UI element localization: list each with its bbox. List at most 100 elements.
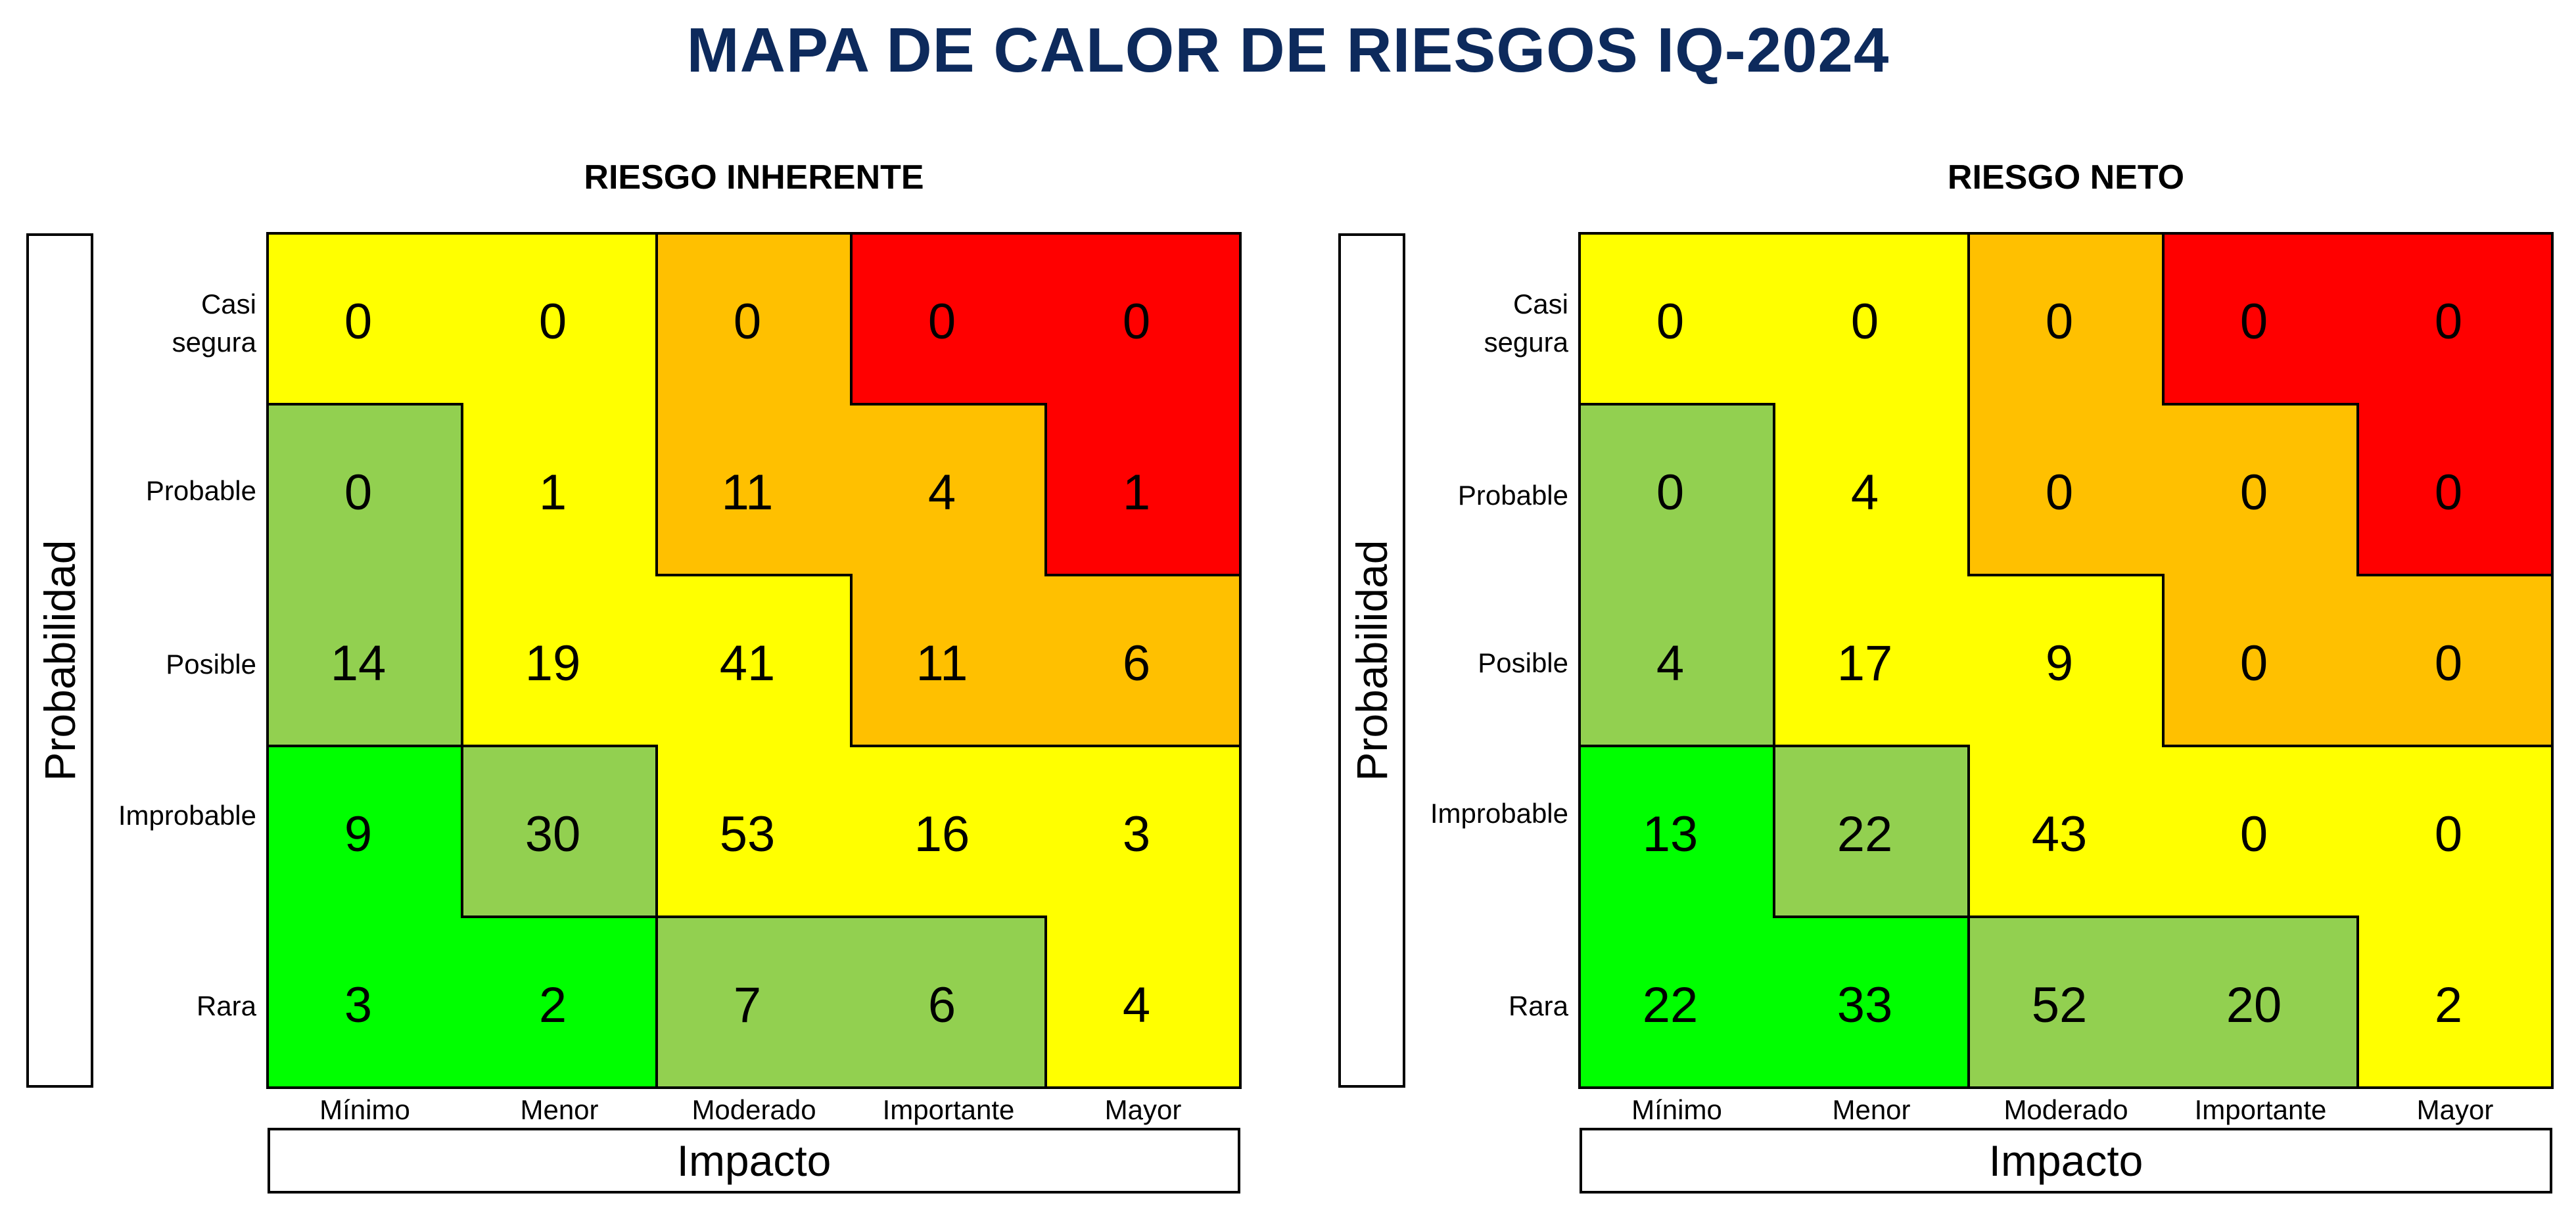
heatmap-cell-rara-menor — [462, 917, 657, 1088]
heatmap-cell-casi-segura-mayor — [1046, 233, 1241, 405]
cell-value-probable-mayor: 1 — [1123, 465, 1150, 521]
row-label-casi-segura: Casi segura — [172, 289, 256, 358]
heatmap-border — [1578, 232, 2554, 1089]
row-label-probable: Probable — [145, 475, 256, 506]
heatmap-cell-posible-importante — [851, 575, 1046, 747]
cell-value-rara-menor: 33 — [1837, 977, 1893, 1033]
heatmap-cell-improbable-importante — [851, 746, 1046, 917]
cell-value-probable-menor: 4 — [1851, 465, 1879, 521]
cell-value-probable-minimo: 0 — [344, 465, 372, 521]
col-label-moderado: Moderado — [691, 1094, 816, 1125]
row-label-rara: Rara — [1508, 990, 1568, 1021]
cell-value-rara-minimo: 22 — [1643, 977, 1698, 1033]
heatmap-cell-probable-moderado — [1969, 404, 2164, 576]
heatmap-cell-casi-segura-importante — [851, 233, 1046, 405]
heatmap-cell-rara-mayor — [2358, 917, 2553, 1088]
col-label-minimo: Mínimo — [1631, 1094, 1722, 1125]
cell-value-improbable-mayor: 0 — [2435, 806, 2462, 862]
cell-value-improbable-importante: 0 — [2240, 806, 2268, 862]
x-axis-label: Impacto — [1580, 1128, 2552, 1194]
cell-value-improbable-menor: 22 — [1837, 806, 1893, 862]
cell-value-probable-moderado: 0 — [2046, 465, 2073, 521]
cell-value-casi-segura-mayor: 0 — [1123, 294, 1150, 350]
heatmap-cell-improbable-mayor — [1046, 746, 1241, 917]
heatmap-cell-probable-importante — [2163, 404, 2358, 576]
x-axis-label: Impacto — [268, 1128, 1240, 1194]
heatmap-panel-neto: RIESGO NETO Probabilidad Casi segura Prob… — [1312, 0, 2576, 1229]
heatmap-cell-probable-mayor — [1046, 404, 1241, 576]
heatmap-cell-improbable-menor — [462, 746, 657, 917]
y-axis-box: Probabilidad — [26, 233, 93, 1088]
col-label-mayor: Mayor — [1104, 1094, 1182, 1125]
heatmap-cell-probable-minimo — [1580, 404, 1775, 576]
heatmap-cell-probable-mayor — [2358, 404, 2553, 576]
heatmap-cell-improbable-minimo — [1580, 746, 1775, 917]
heatmap-panel-inherente: RIESGO INHERENTE Probabilidad Casi segura… — [26, 158, 1242, 1194]
col-label-importante: Importante — [882, 1094, 1015, 1125]
y-axis-box: Probabilidad — [1338, 233, 1405, 1088]
cell-value-improbable-minimo: 9 — [344, 806, 372, 862]
cell-value-probable-minimo: 0 — [1656, 465, 1684, 521]
cell-value-casi-segura-menor: 0 — [539, 294, 567, 350]
cell-value-posible-menor: 19 — [525, 636, 581, 691]
heatmap-cell-rara-moderado — [1969, 917, 2164, 1088]
row-label-probable: Probable — [1457, 480, 1568, 511]
heatmap-cell-casi-segura-moderado — [657, 233, 852, 405]
heatmap-cell-probable-importante — [851, 404, 1046, 576]
heatmap-cell-casi-segura-menor — [462, 233, 657, 405]
cell-value-rara-mayor: 2 — [2435, 977, 2462, 1033]
heatmap-cell-posible-mayor — [2358, 575, 2553, 747]
chart-title-neto: RIESGO NETO — [1947, 158, 2185, 197]
row-label-casi-segura: Casi segura — [1484, 289, 1568, 358]
heatmap-cell-rara-mayor — [1046, 917, 1241, 1088]
heatmap-cell-posible-menor — [1774, 575, 1969, 747]
cell-value-posible-importante: 0 — [2240, 636, 2268, 691]
cell-value-posible-importante: 11 — [916, 636, 968, 691]
cell-value-rara-moderado: 7 — [734, 977, 761, 1033]
col-label-mayor: Mayor — [2416, 1094, 2494, 1125]
cell-value-rara-menor: 2 — [539, 977, 567, 1033]
heatmap-cell-posible-minimo — [1580, 575, 1775, 747]
cell-value-improbable-importante: 16 — [914, 806, 970, 862]
heatmap-border — [266, 232, 1242, 1089]
cell-value-probable-menor: 1 — [539, 465, 567, 521]
heatmap-cell-rara-importante — [851, 917, 1046, 1088]
cell-value-rara-minimo: 3 — [344, 977, 372, 1033]
heatmap-cell-rara-menor — [1774, 917, 1969, 1088]
heatmap-cell-improbable-minimo — [268, 746, 463, 917]
heatmap-cell-casi-segura-minimo — [268, 233, 463, 405]
cell-value-rara-importante: 6 — [928, 977, 956, 1033]
cell-value-probable-importante: 0 — [2240, 465, 2268, 521]
cell-value-probable-importante: 4 — [928, 465, 956, 521]
heatmap-cell-posible-moderado — [1969, 575, 2164, 747]
cell-value-casi-segura-moderado: 0 — [734, 294, 761, 350]
row-label-posible: Posible — [1478, 647, 1568, 678]
cell-value-posible-menor: 17 — [1837, 636, 1893, 691]
heatmap-cell-probable-moderado — [657, 404, 852, 576]
heatmap-cell-rara-minimo — [268, 917, 463, 1088]
heatmap-cell-improbable-moderado — [657, 746, 852, 917]
heatmap-cell-rara-moderado — [657, 917, 852, 1088]
row-label-rara: Rara — [196, 990, 256, 1021]
col-label-moderado: Moderado — [2003, 1094, 2128, 1125]
heatmap-cell-casi-segura-moderado — [1969, 233, 2164, 405]
col-label-minimo: Mínimo — [319, 1094, 410, 1125]
cell-value-casi-segura-importante: 0 — [928, 294, 956, 350]
heatmap-cell-rara-minimo — [1580, 917, 1775, 1088]
cell-value-casi-segura-mayor: 0 — [2435, 294, 2462, 350]
heatmap-grid-inherente: 0 0 0 0 00 1 11 4 114 19 41 11 69 30 53 16 33 2 7 6 4 — [266, 232, 1242, 1089]
heatmap-cell-casi-segura-importante — [2163, 233, 2358, 405]
col-label-importante: Importante — [2194, 1094, 2327, 1125]
heatmap-cell-posible-mayor — [1046, 575, 1241, 747]
col-label-menor: Menor — [1832, 1094, 1911, 1125]
cell-value-casi-segura-moderado: 0 — [2046, 294, 2073, 350]
heatmap-cell-rara-importante — [2163, 917, 2358, 1088]
row-label-improbable: Improbable — [118, 800, 256, 831]
heatmap-cell-probable-minimo — [268, 404, 463, 576]
cell-value-probable-moderado: 11 — [722, 465, 774, 521]
cell-value-improbable-moderado: 43 — [2032, 806, 2088, 862]
cell-value-posible-minimo: 4 — [1656, 636, 1684, 691]
heatmap-cell-posible-minimo — [268, 575, 463, 747]
chart-title-inherente: RIESGO INHERENTE — [584, 158, 924, 197]
cell-value-rara-importante: 20 — [2226, 977, 2282, 1033]
